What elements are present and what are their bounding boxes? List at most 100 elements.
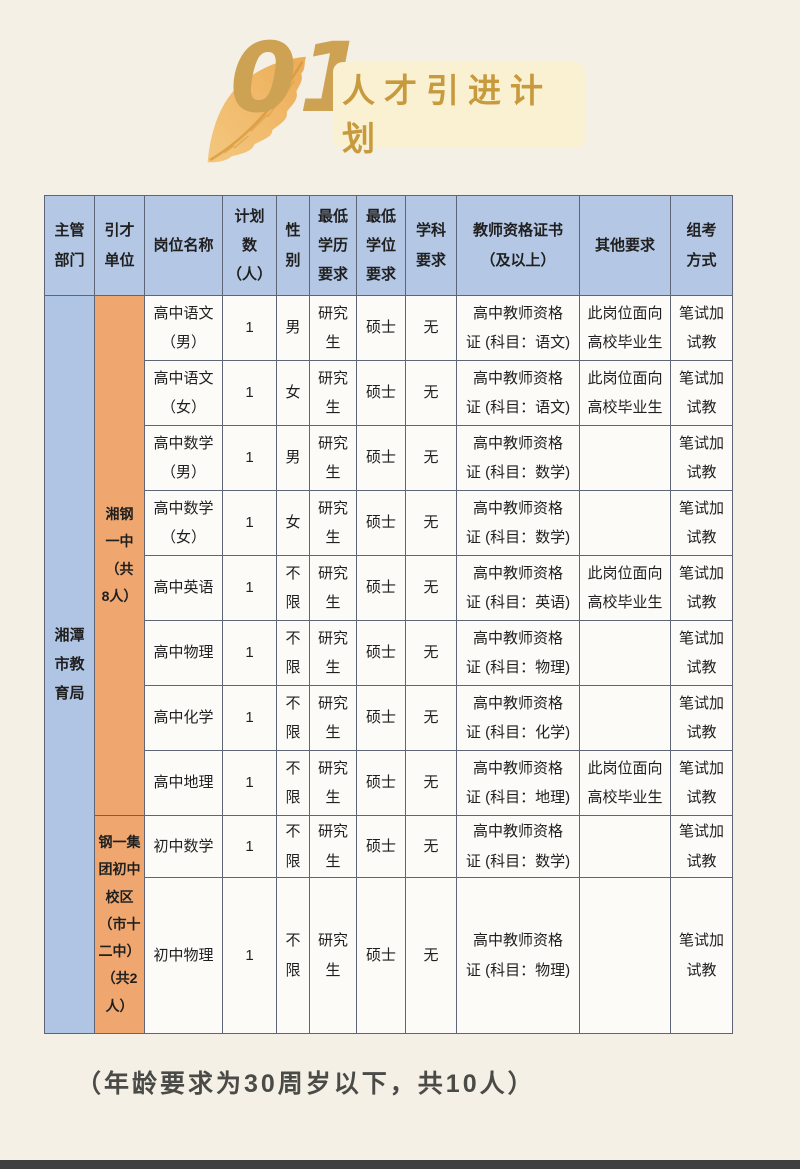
cell-certificate: 高中教师资格 证 (科目：物理) [456,620,580,686]
cell-gender: 不 限 [276,877,310,1034]
table-row: 高中地理 1 不 限研究 生硕士无高中教师资格 证 (科目：地理) 此岗位面向 高校毕… [45,750,733,816]
cell-certificate: 高中教师资格 证 (科目：地理) [456,750,580,816]
cell-min-edu: 研究 生 [309,815,357,878]
cell-exam-method: 笔试加 试教 [670,877,733,1034]
cell-min-degree: 硕士 [356,295,406,361]
header-certificate: 教师资格证书 （及以上） [456,195,580,296]
cell-min-edu: 研究 生 [309,490,357,556]
header-exam-method: 组考 方式 [670,195,733,296]
cell-min-edu: 研究 生 [309,425,357,491]
cell-count: 1 [222,620,277,686]
cell-min-edu: 研究 生 [309,685,357,751]
cell-position: 初中物理 [144,877,223,1034]
footer-note: （年龄要求为30周岁以下，共10人） [76,1070,536,1098]
cell-subject-req: 无 [405,877,457,1034]
cell-certificate: 高中教师资格 证 (科目：英语) [456,555,580,621]
cell-gender: 男 [276,425,310,491]
cell-exam-method: 笔试加 试教 [670,555,733,621]
cell-count: 1 [222,295,277,361]
header-subject-req: 学科 要求 [405,195,457,296]
table-row: 初中物理 1 不 限研究 生硕士无高中教师资格 证 (科目：物理) 笔试加 试教 [45,877,733,1034]
cell-exam-method: 笔试加 试教 [670,815,733,878]
recruitment-plan-table: 主管 部门 引才 单位 岗位名称 计划 数 （人） 性 别 最低 学历 要求 最… [44,195,733,1034]
header-unit: 引才 单位 [94,195,145,296]
cell-subject-req: 无 [405,555,457,621]
cell-position: 高中地理 [144,750,223,816]
cell-position: 高中数学 （男） [144,425,223,491]
cell-position: 高中化学 [144,685,223,751]
cell-gender: 不 限 [276,620,310,686]
cell-certificate: 高中教师资格 证 (科目：数学) [456,815,580,878]
cell-subject-req: 无 [405,295,457,361]
table-row: 湘潭 市教 育局 湘钢 一中 （共 8人） 高中语文 （男） 1 男研究 生硕士无高中教… [44,295,733,1034]
cell-certificate: 高中教师资格 证 (科目：语文) [456,360,580,426]
cell-min-degree: 硕士 [356,685,406,751]
table-header: 主管 部门 引才 单位 岗位名称 计划 数 （人） 性 别 最低 学历 要求 最… [44,195,733,296]
cell-min-degree: 硕士 [356,490,406,556]
cell-unit: 钢一集 团初中 校区 （市十 二中） （共2 人） [94,815,145,1034]
cell-count: 1 [222,555,277,621]
leaf-icon [207,56,306,163]
cell-min-degree: 硕士 [356,877,406,1034]
bottom-bar [0,1160,800,1169]
cell-other-req: 此岗位面向 高校毕业生 [579,750,671,816]
cell-subject-req: 无 [405,750,457,816]
cell-exam-method: 笔试加 试教 [670,620,733,686]
cell-min-degree: 硕士 [356,360,406,426]
cell-exam-method: 笔试加 试教 [670,490,733,556]
cell-position: 初中数学 [144,815,223,878]
title-highlight: 人才引进计划 [333,62,585,157]
header-position: 岗位名称 [144,195,223,296]
cell-exam-method: 笔试加 试教 [670,295,733,361]
cell-min-degree: 硕士 [356,555,406,621]
cell-position: 高中物理 [144,620,223,686]
cell-count: 1 [222,360,277,426]
cell-position: 高中英语 [144,555,223,621]
cell-subject-req: 无 [405,360,457,426]
cell-gender: 男 [276,295,310,361]
header-min-edu: 最低 学历 要求 [309,195,357,296]
cell-exam-method: 笔试加 试教 [670,685,733,751]
cell-position: 高中语文 （女） [144,360,223,426]
cell-gender: 女 [276,490,310,556]
cell-other-req: 此岗位面向 高校毕业生 [579,555,671,621]
header-count: 计划 数 （人） [222,195,277,296]
cell-certificate: 高中教师资格 证 (科目：语文) [456,295,580,361]
cell-certificate: 高中教师资格 证 (科目：数学) [456,490,580,556]
cell-subject-req: 无 [405,490,457,556]
cell-other-req [579,877,671,1034]
cell-count: 1 [222,425,277,491]
header-min-degree: 最低 学位 要求 [356,195,406,296]
cell-count: 1 [222,490,277,556]
table-row: 高中物理 1 不 限研究 生硕士无高中教师资格 证 (科目：物理) 笔试加 试教 [45,620,733,686]
cell-exam-method: 笔试加 试教 [670,360,733,426]
page-header: 01 人才引进计划 [0,0,800,195]
table-row: 钢一集 团初中 校区 （市十 二中） （共2 人） 初中数学 1 不 限研究 生硕士无… [45,815,733,1034]
table-row: 高中语文 （女） 1 女研究 生硕士无高中教师资格 证 (科目：语文) 此岗位面向 高… [45,360,733,426]
cell-position: 高中数学 （女） [144,490,223,556]
cell-other-req [579,425,671,491]
cell-subject-req: 无 [405,425,457,491]
cell-certificate: 高中教师资格 证 (科目：物理) [456,877,580,1034]
cell-min-edu: 研究 生 [309,295,357,361]
table-row: 高中英语 1 不 限研究 生硕士无高中教师资格 证 (科目：英语) 此岗位面向 高校毕… [45,555,733,621]
cell-other-req [579,815,671,878]
header-other-req: 其他要求 [579,195,671,296]
cell-gender: 不 限 [276,750,310,816]
cell-gender: 不 限 [276,815,310,878]
cell-gender: 不 限 [276,555,310,621]
cell-other-req: 此岗位面向 高校毕业生 [579,360,671,426]
cell-subject-req: 无 [405,815,457,878]
cell-min-degree: 硕士 [356,750,406,816]
cell-position: 高中语文 （男） [144,295,223,361]
cell-gender: 女 [276,360,310,426]
cell-min-edu: 研究 生 [309,360,357,426]
header-row: 主管 部门 引才 单位 岗位名称 计划 数 （人） 性 别 最低 学历 要求 最… [44,195,733,296]
cell-min-degree: 硕士 [356,425,406,491]
cell-count: 1 [222,815,277,878]
cell-count: 1 [222,685,277,751]
header-dept: 主管 部门 [44,195,95,296]
table-row: 高中数学 （男） 1 男研究 生硕士无高中教师资格 证 (科目：数学) 笔试加 试教 [45,425,733,491]
cell-min-degree: 硕士 [356,620,406,686]
cell-gender: 不 限 [276,685,310,751]
